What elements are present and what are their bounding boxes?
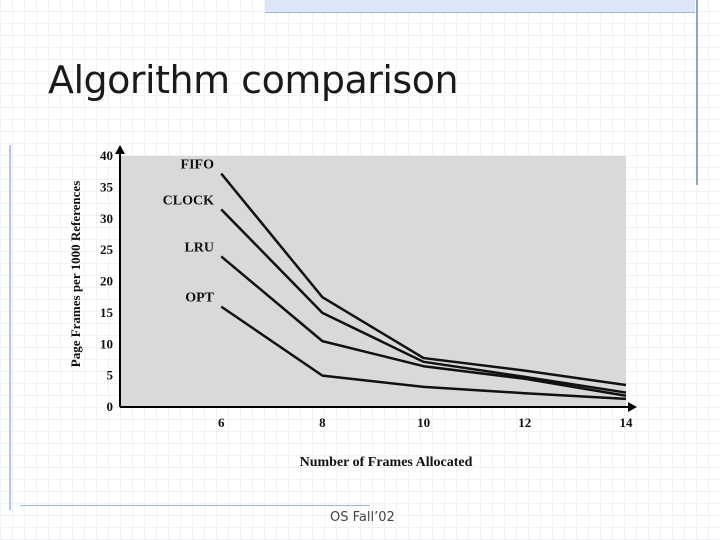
series-line-lru xyxy=(220,255,627,397)
series-line-fifo xyxy=(220,172,627,387)
x-tick-label: 8 xyxy=(319,415,326,430)
series-line-opt xyxy=(220,305,627,401)
y-tick-label: 10 xyxy=(100,336,113,351)
slide-right-accent-bar xyxy=(696,0,698,185)
series-label-clock: CLOCK xyxy=(163,193,214,208)
y-tick-label: 25 xyxy=(100,242,114,257)
x-tick-label: 6 xyxy=(218,415,225,430)
slide-footer: OS Fall’02 xyxy=(330,510,395,525)
x-axis-arrow xyxy=(628,402,637,412)
plot-area xyxy=(120,156,626,407)
y-axis-arrow xyxy=(115,145,125,154)
x-axis-label: Number of Frames Allocated xyxy=(300,455,473,470)
series-label-lru: LRU xyxy=(184,240,214,255)
slide-top-accent-bar xyxy=(265,0,695,13)
series-label-fifo: FIFO xyxy=(181,158,215,173)
slide-left-accent-bar xyxy=(9,145,11,510)
x-tick-label: 14 xyxy=(620,415,634,430)
slide-bottom-rule xyxy=(20,505,370,506)
x-tick-label: 10 xyxy=(417,415,430,430)
y-axis-label: Page Frames per 1000 References xyxy=(68,181,83,368)
slide-title: Algorithm comparison xyxy=(48,58,459,102)
y-tick-label: 0 xyxy=(107,399,114,414)
y-tick-label: 15 xyxy=(100,305,114,320)
y-tick-label: 40 xyxy=(100,148,113,163)
series-line-clock xyxy=(220,208,627,394)
series-label-opt: OPT xyxy=(185,291,214,306)
y-tick-label: 30 xyxy=(100,211,113,226)
y-tick-label: 20 xyxy=(100,274,113,289)
y-tick-label: 35 xyxy=(100,179,114,194)
y-tick-label: 5 xyxy=(107,368,114,383)
x-tick-label: 12 xyxy=(518,415,531,430)
